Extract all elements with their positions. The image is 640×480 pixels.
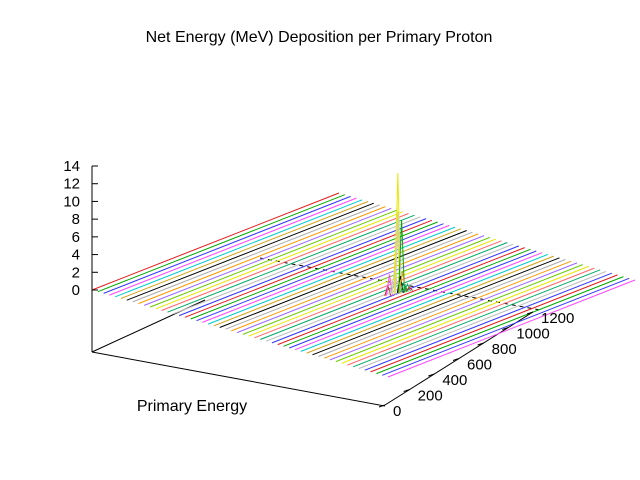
z-tick-label: 12 [63,176,80,193]
series-trace [260,242,508,340]
series-trace [283,248,531,347]
series-trace [236,235,485,334]
series-trace [161,213,409,311]
series-trace [353,269,601,368]
x-tick-mark [477,342,484,346]
z-tick-label: 0 [72,282,80,299]
series-trace [294,252,543,351]
series-trace [155,211,403,310]
series-peak [394,211,402,294]
z-tick-label: 8 [72,211,80,228]
series-trace [97,194,345,293]
series-peak [403,282,411,292]
chart-title: Net Energy (MeV) Deposition per Primary … [146,29,493,46]
series-trace [300,253,549,352]
z-tick-label: 6 [72,229,80,246]
series-trace [277,247,525,346]
series-trace [347,267,595,366]
x-tick-label: 1200 [541,310,574,327]
series-trace [103,195,351,294]
series-trace [318,259,566,357]
x-tick-label: 400 [442,372,467,389]
series-trace [324,260,572,359]
series-trace [138,206,386,305]
series-trace [202,224,450,323]
series-trace [178,218,427,317]
series-trace [329,262,578,361]
series-trace [376,276,624,375]
z-tick-label: 10 [63,193,80,210]
series-trace [173,216,421,315]
x-tick-label: 600 [467,357,492,374]
series-trace [254,240,502,339]
x-tick-label: 1000 [516,326,549,343]
z-tick-label: 2 [72,264,80,281]
series-trace [115,199,363,298]
series-trace [231,233,479,332]
series-trace [289,250,537,349]
series-peaks [384,173,413,297]
x-tick-mark [403,389,410,392]
series-trace [341,265,589,364]
series-trace [167,214,415,313]
series-trace [358,271,607,369]
series-trace [213,228,462,327]
series-trace [248,238,496,337]
series-trace [120,201,369,299]
x-tick-mark [378,404,386,408]
series-trace [312,257,560,356]
series-peak [398,219,406,293]
z-tick-label: 14 [63,158,80,175]
series-trace [242,236,491,335]
series-trace [387,279,636,378]
series-trace [144,207,392,306]
x-axis-label: Primary Energy [137,398,247,415]
series-trace [132,204,380,303]
z-tick-label: 4 [72,247,80,264]
x-tick-label: 800 [492,341,517,358]
x-tick-mark [452,358,460,361]
series-trace [184,219,433,318]
series-trace [364,272,612,371]
x-tick-label: 0 [393,403,401,420]
series-trace [382,277,630,376]
series-trace [335,264,583,363]
x-tick-mark [502,327,509,330]
series-peak [406,286,413,291]
series-trace [219,230,467,328]
series-trace [109,197,357,296]
series-trace [91,192,340,291]
x-tick-label: 200 [418,388,443,405]
x-tick-mark [526,311,534,315]
series-trace [149,209,398,308]
series-trace [225,231,473,330]
series-trace [306,255,554,354]
series-trace [126,202,374,301]
front-base-edge [91,351,386,407]
series-traces [91,192,636,378]
series-peak [386,274,393,296]
series-trace [370,274,618,373]
x-tick-mark [428,373,435,377]
series-trace [207,226,456,325]
